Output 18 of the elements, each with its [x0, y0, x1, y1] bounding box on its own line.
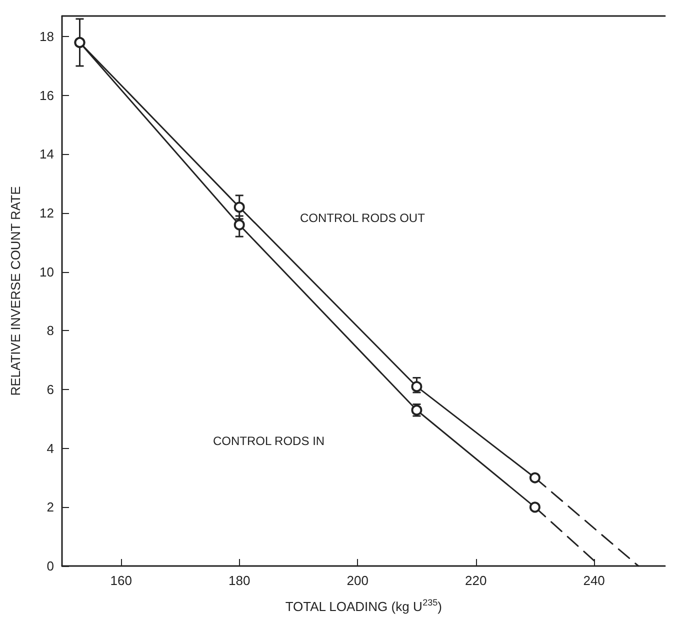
- annotation: CONTROL RODS OUT: [300, 211, 426, 225]
- x-tick-label: 240: [583, 573, 605, 588]
- annotation: CONTROL RODS IN: [213, 434, 325, 448]
- x-tick-label: 160: [110, 573, 132, 588]
- y-tick-label: 18: [40, 29, 54, 44]
- x-tick-label: 220: [464, 573, 487, 588]
- y-tick-label: 4: [46, 440, 54, 456]
- y-tick-label: 16: [40, 88, 54, 103]
- y-axis-title: RELATIVE INVERSE COUNT RATE: [8, 186, 23, 396]
- y-tick-label: 0: [46, 558, 54, 574]
- y-tick-label: 2: [46, 500, 54, 515]
- y-tick-label: 8: [46, 323, 54, 338]
- y-tick-label: 6: [46, 382, 54, 398]
- x-tick-label: 180: [228, 573, 250, 588]
- y-tick-label: 12: [40, 206, 54, 221]
- y-tick-label: 14: [40, 146, 54, 162]
- x-tick-label: 200: [346, 573, 368, 588]
- y-tick-label: 10: [40, 264, 54, 280]
